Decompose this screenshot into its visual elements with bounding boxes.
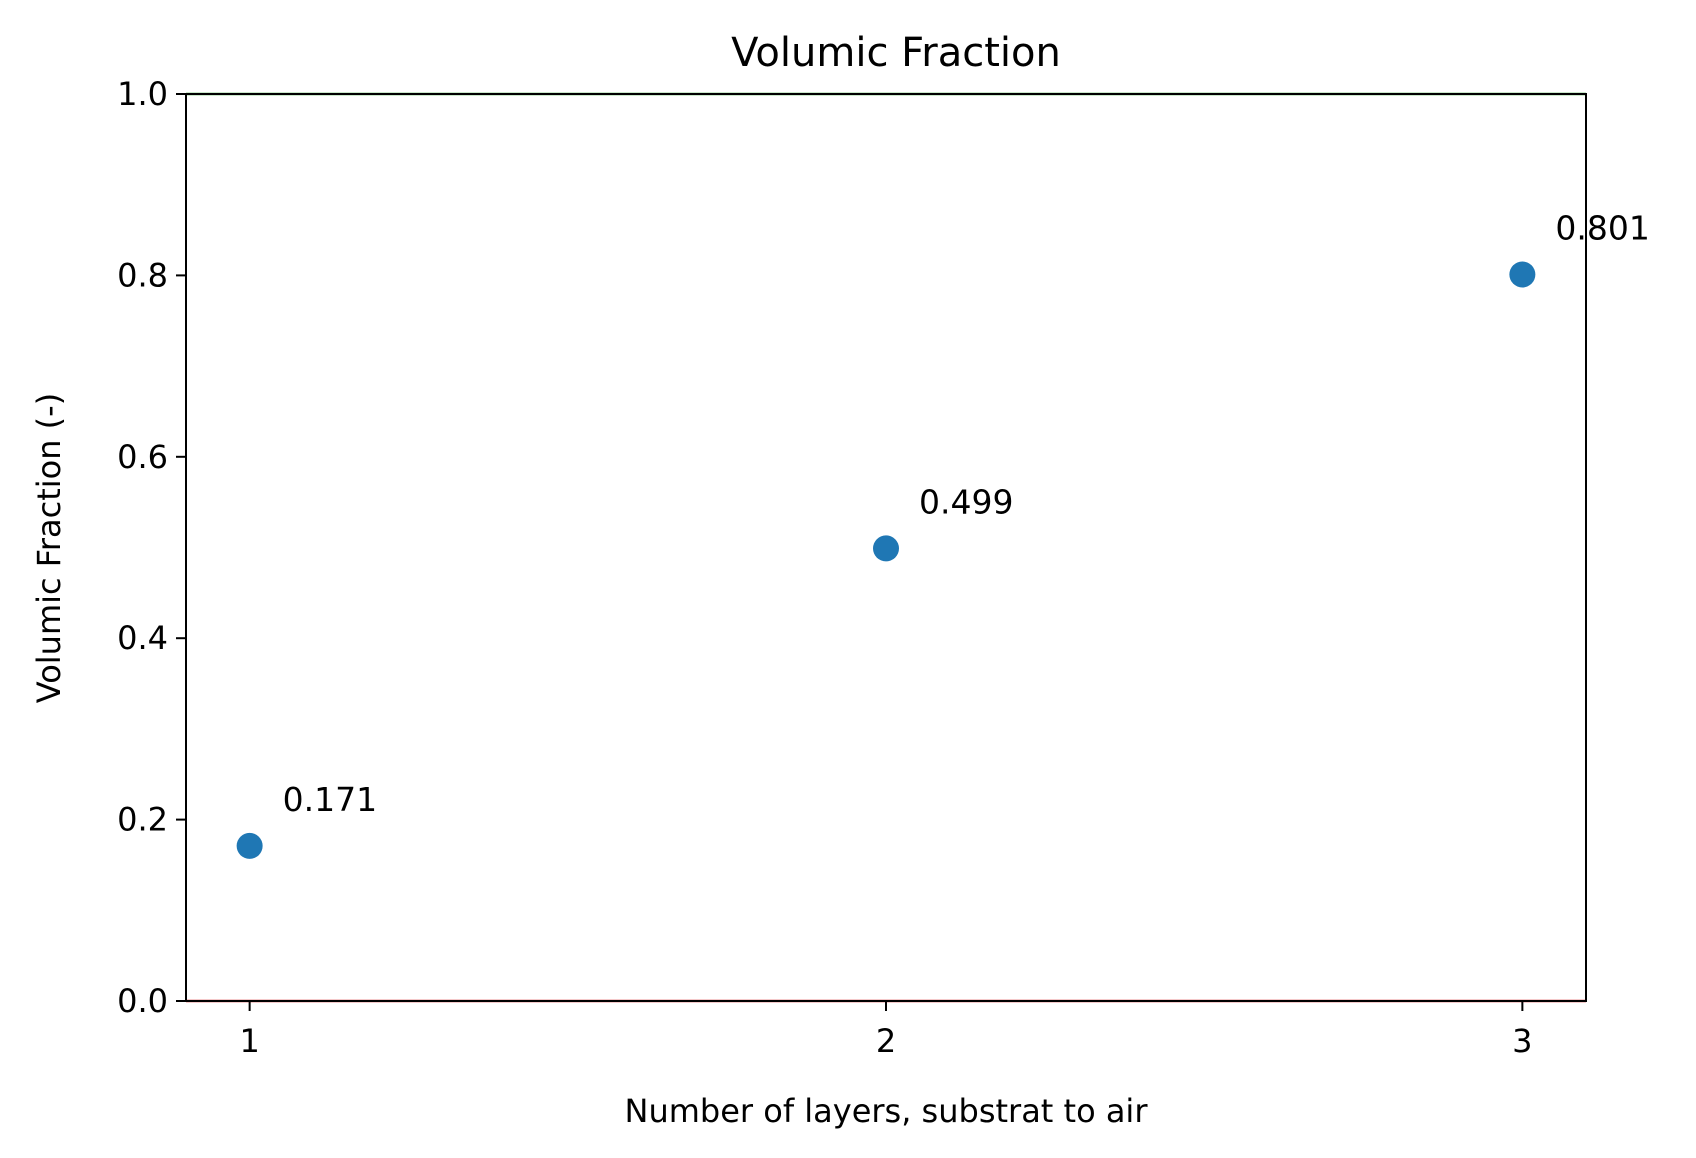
data-points [236,261,1536,859]
data-point [873,535,899,562]
data-label: 0.499 [919,482,1013,521]
y-tick-label: 1.0 [117,75,168,113]
y-tick-label: 0.2 [117,801,168,839]
y-tick-label: 0.6 [117,438,168,476]
data-point [236,832,263,859]
y-tick-label: 0.4 [117,619,168,657]
data-labels: 0.171 0.499 0.801 [283,208,1650,818]
y-tick-label: 0.8 [117,256,168,294]
x-axis-label: Number of layers, substrat to air [625,1092,1149,1130]
x-tick-label: 2 [876,1022,896,1060]
x-axis-ticks: 1 2 3 [239,1001,1533,1060]
y-axis-label: Volumic Fraction (-) [30,393,68,703]
chart-title: Volumic Fraction [731,30,1061,76]
x-tick-label: 3 [1512,1022,1532,1060]
y-axis-ticks: 0.0 0.2 0.4 0.6 0.8 1.0 [117,75,186,1020]
x-tick-label: 1 [239,1022,259,1060]
data-label: 0.801 [1555,208,1649,247]
y-tick-label: 0.0 [117,982,168,1020]
data-point [1509,261,1536,288]
data-label: 0.171 [283,780,377,819]
